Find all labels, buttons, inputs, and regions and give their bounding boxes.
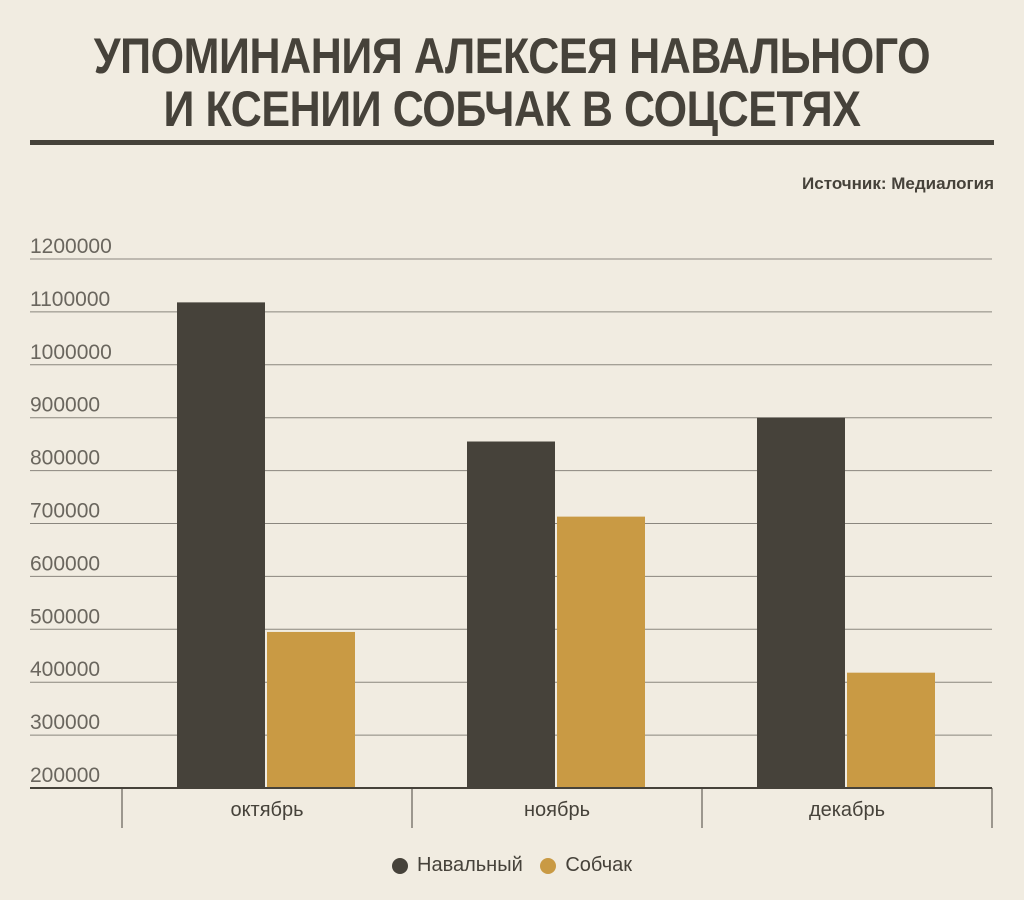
y-tick-label: 900000 <box>30 394 100 417</box>
x-category-label: октябрь <box>230 799 303 821</box>
legend-swatch-navalny <box>392 857 408 874</box>
legend: Навальный Собчак <box>0 854 1024 880</box>
bar-navalny-1 <box>177 302 265 788</box>
y-tick-label: 400000 <box>30 658 100 681</box>
y-tick-label: 1200000 <box>30 235 112 258</box>
source-note: Источник: Медиалогия <box>802 174 994 193</box>
title-rule <box>30 140 994 145</box>
title-line-1: УПОМИНАНИЯ АЛЕКСЕЯ НАВАЛЬНОГО <box>93 28 931 84</box>
legend-item-navalny: Навальный <box>392 854 523 877</box>
bar-navalny-3 <box>757 417 845 788</box>
y-tick-label: 700000 <box>30 500 100 523</box>
bar-chart: 1200000 1100000 1000000 900000 800000 700000 6… <box>30 235 993 828</box>
bar-sobchak-1 <box>267 631 355 788</box>
y-tick-label: 600000 <box>30 552 100 575</box>
title-line-2: И КСЕНИИ СОБЧАК В СОЦСЕТЯХ <box>163 81 861 137</box>
y-tick-label: 1000000 <box>30 341 112 364</box>
x-category-label: ноябрь <box>524 799 590 821</box>
legend-item-sobchak: Собчак <box>540 854 632 877</box>
y-tick-label: 300000 <box>30 711 100 734</box>
bar-navalny-2 <box>467 441 555 788</box>
legend-swatch-sobchak <box>540 857 557 874</box>
bar-sobchak-2 <box>557 516 645 788</box>
y-tick-label: 1100000 <box>30 288 110 311</box>
bar-sobchak-3 <box>847 672 935 788</box>
y-tick-label: 500000 <box>30 605 100 628</box>
y-tick-label: 800000 <box>30 447 100 470</box>
chart-title: УПОМИНАНИЯ АЛЕКСЕЯ НАВАЛЬНОГО И КСЕНИИ С… <box>72 30 953 136</box>
legend-label-navalny: Навальный <box>417 854 523 876</box>
y-tick-label: 200000 <box>30 764 100 787</box>
legend-label-sobchak: Собчак <box>565 854 632 876</box>
x-category-label: декабрь <box>809 799 885 821</box>
